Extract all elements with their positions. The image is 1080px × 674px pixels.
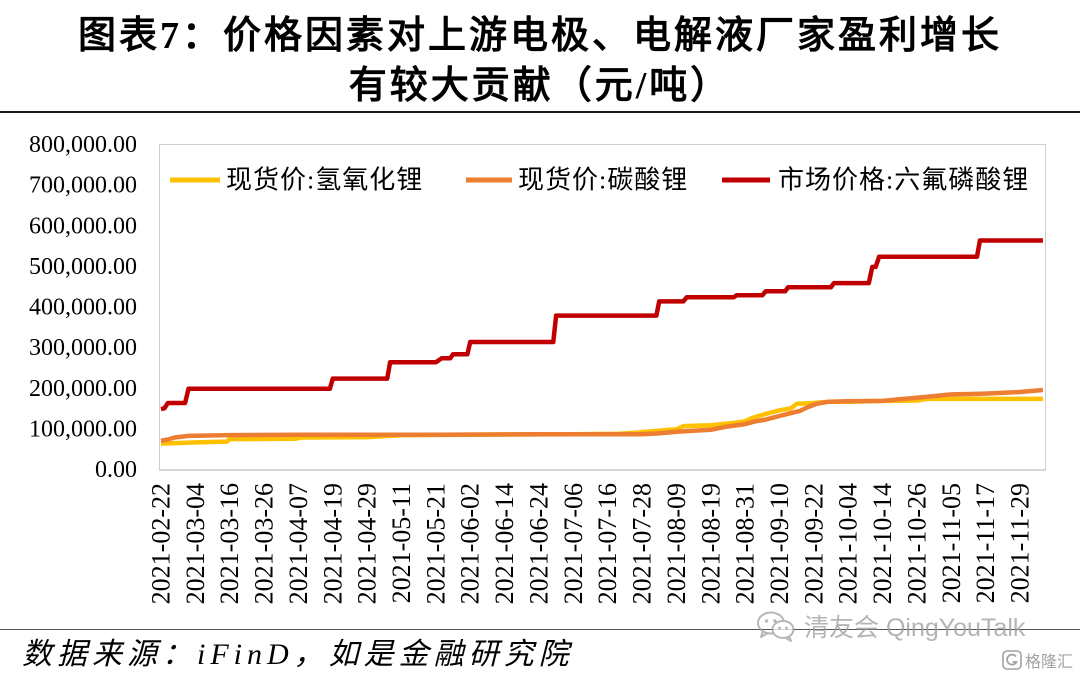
gelonghui-logo-icon — [1002, 650, 1022, 670]
x-tick-label: 2021-07-16 — [593, 483, 622, 604]
x-tick-label: 2021-04-19 — [318, 483, 347, 604]
x-tick-label: 2021-04-07 — [284, 483, 313, 604]
x-axis-tick-labels: 2021-02-22 2021-03-04 2021-03-16 2021-03-26… — [147, 483, 1035, 604]
x-tick-label: 2021-03-04 — [181, 483, 210, 604]
x-tick-label: 2021-03-16 — [215, 483, 244, 604]
chart-title-line-2: 有较大贡献（元/吨） — [348, 65, 732, 107]
series-line-2 — [160, 387, 1044, 444]
x-tick-label: 2021-06-02 — [456, 483, 485, 604]
legend-label: 现货价:氢氧化锂 — [226, 166, 423, 195]
y-tick-label: 100,000.00 — [29, 416, 137, 442]
data-source-note: 数据来源：iFinD，如是金融研究院 — [22, 638, 574, 671]
x-tick-label: 2021-06-24 — [524, 483, 553, 604]
x-tick-label: 2021-10-26 — [902, 483, 931, 604]
x-tick-label: 2021-10-14 — [868, 483, 897, 604]
x-tick-label: 2021-11-29 — [1006, 483, 1035, 603]
x-tick-label: 2021-07-06 — [559, 483, 588, 604]
y-tick-label: 700,000.00 — [29, 173, 137, 199]
y-axis-tick-labels: 0.00 100,000.00 200,000.00 300,000.00 400,00… — [29, 132, 137, 483]
y-tick-label: 600,000.00 — [29, 213, 137, 239]
x-tick-label: 2021-07-28 — [628, 483, 657, 604]
y-tick-label: 400,000.00 — [29, 295, 137, 321]
y-tick-label: 300,000.00 — [29, 335, 137, 361]
series-line-3 — [160, 238, 1043, 412]
x-tick-label: 2021-09-22 — [799, 483, 828, 604]
y-tick-label: 500,000.00 — [29, 254, 137, 280]
x-tick-label: 2021-08-09 — [662, 483, 691, 604]
y-tick-label: 0.00 — [95, 457, 137, 483]
legend-label: 市场价格:六氟磷酸锂 — [778, 166, 1029, 195]
x-tick-label: 2021-09-10 — [765, 483, 794, 604]
series-lines — [160, 238, 1044, 446]
x-tick-label: 2021-05-11 — [387, 483, 416, 603]
chart-title-line-1: 图表7：价格因素对上游电极、电解液厂家盈利增长 — [77, 15, 1002, 57]
x-tick-label: 2021-06-14 — [490, 483, 519, 604]
logo-text: 格隆汇 — [1025, 654, 1074, 671]
x-tick-label: 2021-11-05 — [937, 483, 966, 603]
title-divider — [0, 111, 1080, 113]
legend: 现货价:氢氧化锂 现货价:碳酸锂 市场价格:六氟磷酸锂 — [170, 166, 1029, 195]
x-tick-label: 2021-11-17 — [971, 483, 1000, 603]
x-tick-label: 2021-02-22 — [147, 483, 176, 604]
x-tick-label: 2021-08-19 — [696, 483, 725, 604]
legend-item: 现货价:氢氧化锂 — [170, 166, 423, 195]
x-tick-label: 2021-10-04 — [834, 483, 863, 604]
legend-item: 市场价格:六氟磷酸锂 — [722, 166, 1029, 195]
wechat-icon — [756, 610, 796, 642]
gelonghui-logo: 格隆汇 — [1002, 648, 1073, 672]
x-tick-label: 2021-03-26 — [250, 483, 279, 604]
y-tick-label: 200,000.00 — [29, 376, 137, 402]
x-tick-label: 2021-04-29 — [353, 483, 382, 604]
x-tick-label: 2021-08-31 — [731, 483, 760, 604]
x-tick-label: 2021-05-21 — [421, 483, 450, 604]
watermark: 清友会 QingYouTalk — [756, 608, 1025, 644]
legend-item: 现货价:碳酸锂 — [466, 166, 688, 195]
y-tick-label: 800,000.00 — [29, 132, 137, 158]
legend-label: 现货价:碳酸锂 — [518, 166, 688, 195]
watermark-text: 清友会 QingYouTalk — [804, 614, 1026, 642]
source-divider — [0, 629, 1080, 630]
